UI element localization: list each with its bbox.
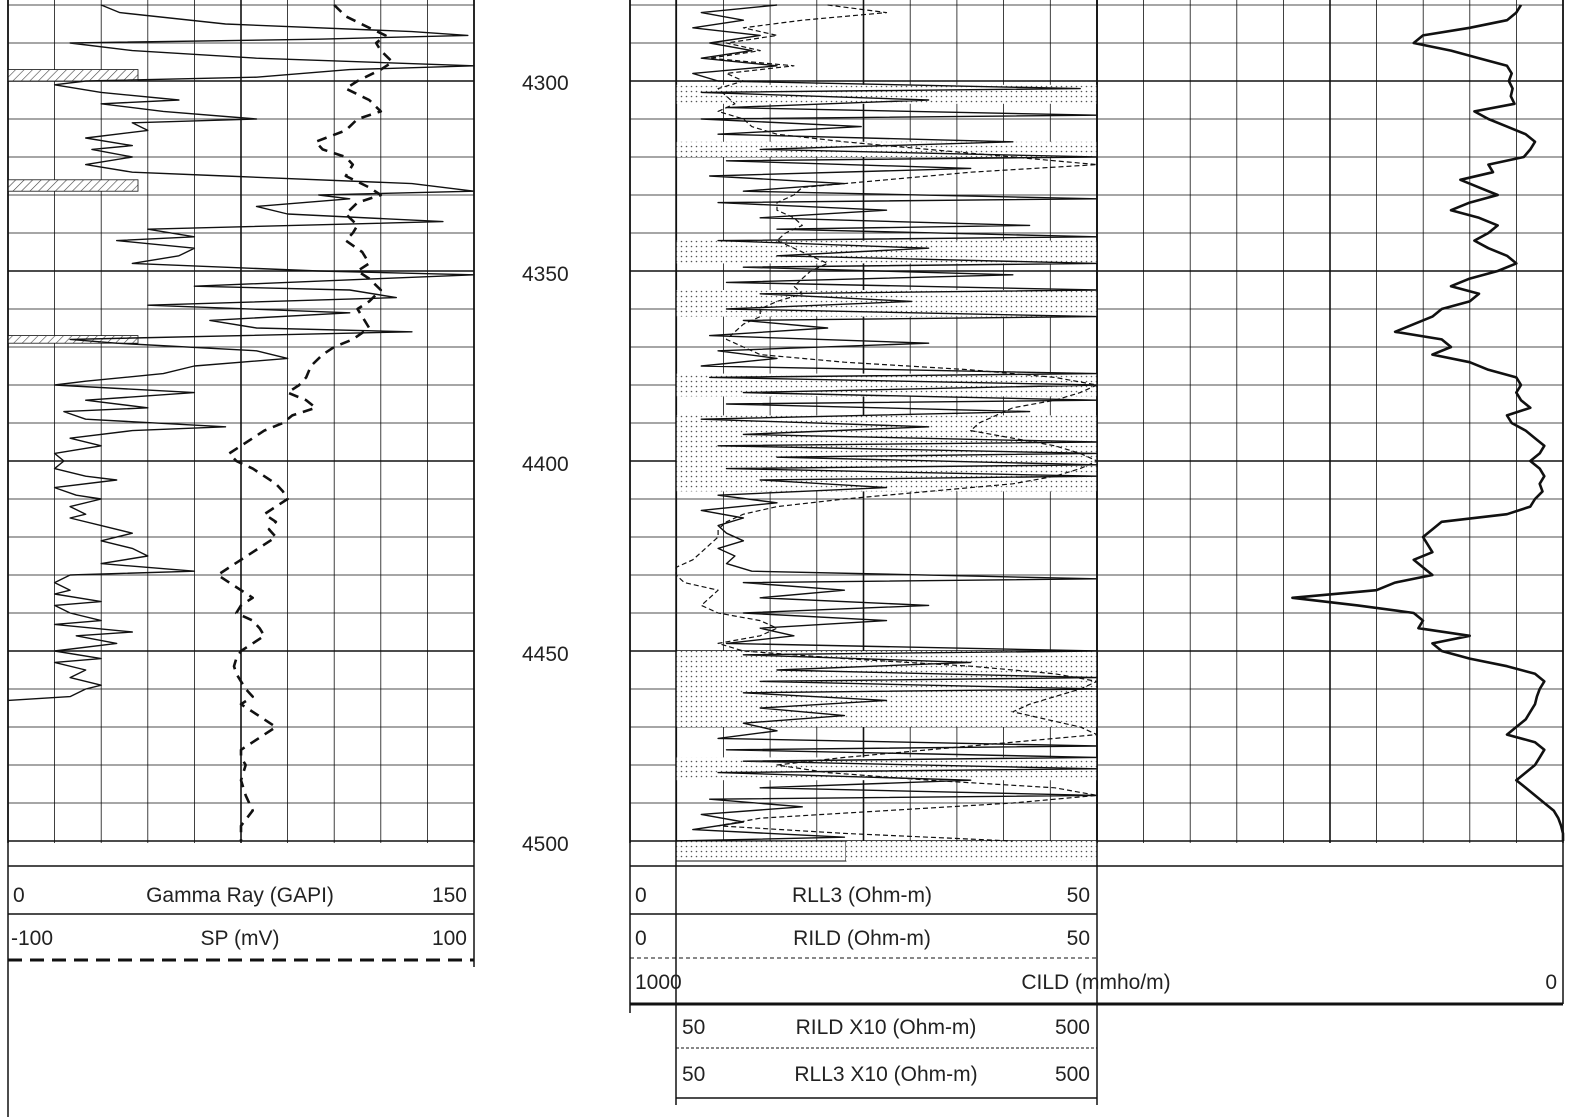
legend-max: 0 — [1545, 971, 1557, 994]
log-curves — [7, 4, 1565, 842]
legend: 0 Gamma Ray (GAPI) 150 -100 SP (mV) 100 … — [8, 884, 1563, 1099]
legend-max: 100 — [432, 927, 467, 950]
legend-sp: -100 SP (mV) 100 — [8, 927, 474, 962]
sp-curve — [216, 4, 394, 841]
legend-cild: 1000 CILD (mmho/m) 0 — [630, 971, 1563, 1006]
cild-curve — [1291, 4, 1565, 841]
legend-title: RILD (Ohm-m) — [793, 927, 931, 950]
legend-max: 50 — [1067, 884, 1090, 907]
porosity-fill — [676, 141, 1097, 157]
legend-max: 500 — [1055, 1063, 1090, 1086]
legend-rild: 0 RILD (Ohm-m) 50 — [630, 927, 1097, 959]
legend-max: 500 — [1055, 1016, 1090, 1039]
depth-label: 4350 — [522, 263, 569, 286]
depth-label: 4300 — [522, 72, 569, 95]
legend-title: RLL3 X10 (Ohm-m) — [794, 1063, 977, 1086]
gamma-ray-curve — [7, 4, 475, 702]
grid — [7, 0, 1564, 843]
depth-axis: 4300 4350 4400 4450 4500 — [522, 72, 569, 856]
legend-min: 0 — [13, 884, 25, 907]
legend-max: 50 — [1067, 927, 1090, 950]
legend-max: 150 — [432, 884, 467, 907]
porosity-fill — [846, 841, 1097, 861]
porosity-fill — [676, 651, 1097, 727]
legend-title: SP (mV) — [201, 927, 280, 950]
porosity-fill — [676, 240, 1097, 264]
shale-fill — [7, 69, 139, 82]
legend-min: 50 — [682, 1063, 705, 1086]
legend-min: -100 — [11, 927, 53, 950]
legend-min: 0 — [635, 927, 647, 950]
shale-fill — [7, 179, 139, 192]
rll3-curve — [675, 4, 1098, 842]
legend-min: 0 — [635, 884, 647, 907]
legend-min: 50 — [682, 1016, 705, 1039]
track-frames — [7, 0, 1564, 1117]
legend-rild-x10: 50 RILD X10 (Ohm-m) 500 — [676, 1016, 1097, 1049]
legend-title: Gamma Ray (GAPI) — [146, 884, 334, 907]
legend-title: CILD (mmho/m) — [1021, 971, 1170, 994]
legend-min: 1000 — [635, 971, 682, 994]
legend-rll3-x10: 50 RLL3 X10 (Ohm-m) 500 — [676, 1063, 1097, 1099]
depth-label: 4500 — [522, 833, 569, 856]
rild-curve — [675, 4, 1098, 842]
legend-gamma-ray: 0 Gamma Ray (GAPI) 150 — [8, 884, 474, 915]
legend-title: RLL3 (Ohm-m) — [792, 884, 932, 907]
depth-label: 4400 — [522, 453, 569, 476]
legend-rll3: 0 RLL3 (Ohm-m) 50 — [630, 884, 1097, 915]
legend-title: RILD X10 (Ohm-m) — [796, 1016, 977, 1039]
porosity-fill — [675, 840, 847, 862]
depth-label: 4450 — [522, 643, 569, 666]
